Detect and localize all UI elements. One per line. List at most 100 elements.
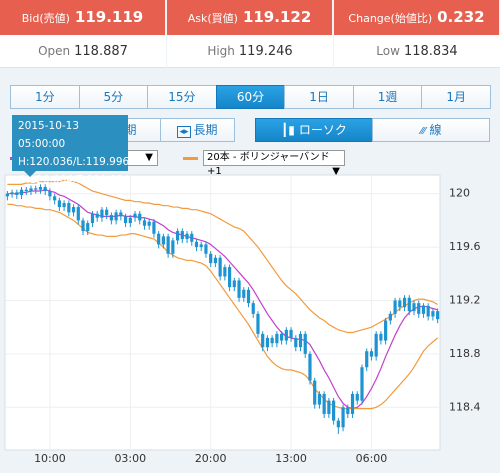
candle-body bbox=[365, 351, 369, 368]
candle-body bbox=[29, 188, 33, 192]
icon: ⁄⁄⁄ bbox=[420, 126, 426, 137]
candle-body bbox=[34, 188, 38, 190]
candle-body bbox=[317, 393, 322, 405]
candle-body bbox=[275, 333, 279, 344]
candle-body bbox=[412, 303, 416, 312]
stat-cell: High 119.246 bbox=[167, 35, 333, 68]
select-text: 20本 - ボリンジャーバンド+1 bbox=[207, 152, 330, 177]
timeframe-label: 5分 bbox=[103, 90, 124, 104]
stat-cell: Open 118.887 bbox=[0, 35, 166, 68]
candle-body bbox=[294, 337, 298, 348]
stat-label: High bbox=[207, 44, 235, 58]
timeframe-button[interactable]: 1日 bbox=[284, 85, 354, 109]
style-label: ローソク bbox=[298, 123, 347, 137]
candle-body bbox=[53, 196, 57, 201]
candle-body bbox=[161, 236, 165, 245]
candle-body bbox=[199, 244, 203, 248]
timeframe-button[interactable]: 1分 bbox=[10, 85, 80, 109]
candle-body bbox=[138, 213, 142, 221]
candle-body bbox=[175, 231, 180, 241]
style-button[interactable]: ⁄⁄⁄ 線 bbox=[372, 118, 490, 142]
quote-label: Ask(買値) bbox=[187, 12, 238, 25]
candle-body bbox=[24, 189, 28, 192]
candle-body bbox=[213, 257, 218, 264]
candle-body bbox=[218, 257, 222, 277]
candle-body bbox=[81, 220, 85, 232]
timeframe-button[interactable]: 1月 bbox=[421, 85, 491, 109]
indicator-select[interactable]: 20本 - ボリンジャーバンド+1 ▼ bbox=[203, 150, 345, 177]
candle-body bbox=[95, 213, 99, 218]
y-tick-label: 119.6 bbox=[449, 240, 481, 253]
candle-body bbox=[388, 313, 392, 321]
candle-body bbox=[246, 289, 251, 304]
candle-body bbox=[369, 351, 374, 357]
term-button[interactable]: ◂▸ 長期 bbox=[160, 118, 235, 142]
quote-value: 119.122 bbox=[242, 8, 312, 26]
candle-body bbox=[185, 233, 189, 240]
candle-body bbox=[327, 400, 331, 414]
candle-body bbox=[147, 221, 151, 226]
candle-body bbox=[227, 267, 232, 288]
candle-body bbox=[336, 420, 340, 428]
candle-body bbox=[71, 207, 76, 213]
candle-body bbox=[100, 209, 104, 218]
timeframe-label: 1分 bbox=[34, 90, 55, 104]
style-button[interactable]: ┃▮ ローソク bbox=[255, 118, 373, 142]
candle-body bbox=[355, 393, 359, 401]
candle-body bbox=[109, 215, 113, 221]
candle-body bbox=[256, 313, 260, 334]
candle-body bbox=[67, 203, 71, 213]
candle-body bbox=[426, 305, 430, 317]
candle-body bbox=[62, 203, 66, 208]
plot-area bbox=[4, 174, 441, 451]
y-tick-label: 118.8 bbox=[449, 347, 481, 360]
candle-body bbox=[5, 193, 9, 197]
candle-body bbox=[133, 213, 137, 218]
quote-tile: Bid(売値) 119.119 bbox=[0, 0, 165, 35]
quote-tile: Ask(買値) 119.122 bbox=[167, 0, 332, 35]
stat-label: Open bbox=[38, 44, 71, 58]
candle-body bbox=[57, 200, 61, 208]
icon: ┃▮ bbox=[281, 123, 295, 137]
stat-value: 118.887 bbox=[74, 44, 128, 59]
candle-body bbox=[303, 333, 307, 354]
candle-body bbox=[76, 207, 80, 221]
y-tick-label: 120 bbox=[449, 187, 470, 200]
candle-body bbox=[166, 236, 170, 254]
candle-body bbox=[223, 267, 227, 277]
candle-body bbox=[384, 320, 388, 341]
candle-body bbox=[114, 212, 118, 221]
overlay-line bbox=[7, 179, 438, 334]
candle-body bbox=[48, 191, 52, 197]
overlay-line bbox=[7, 189, 438, 410]
candle-body bbox=[407, 297, 411, 312]
candle-body bbox=[280, 333, 284, 341]
quote-value: 0.232 bbox=[437, 8, 485, 26]
term-label: 長期 bbox=[193, 123, 218, 137]
quote-value: 119.119 bbox=[74, 8, 144, 26]
candle-body bbox=[308, 353, 312, 381]
tooltip-line: O:120.004/E:120.034 bbox=[18, 174, 131, 186]
candle-body bbox=[350, 393, 355, 414]
candle-body bbox=[128, 217, 132, 224]
quote-tile: Change(始値比) 0.232 bbox=[334, 0, 499, 35]
timeframe-label: 1日 bbox=[309, 90, 329, 104]
candle-body bbox=[171, 240, 175, 254]
candle-body bbox=[232, 280, 236, 288]
x-tick-label: 13:00 bbox=[275, 452, 307, 465]
stat-cell: Low 118.834 bbox=[334, 35, 500, 68]
overlay-line bbox=[7, 203, 439, 410]
candle-body bbox=[421, 305, 426, 314]
legend-swatch bbox=[183, 157, 198, 160]
candle-body bbox=[38, 187, 43, 190]
timeframe-button[interactable]: 60分 bbox=[215, 85, 286, 109]
candle-body bbox=[379, 333, 383, 341]
timeframe-button[interactable]: 5分 bbox=[78, 85, 149, 109]
candle-body bbox=[284, 329, 288, 341]
timeframe-button[interactable]: 15分 bbox=[147, 85, 217, 109]
timeframe-label: 1月 bbox=[446, 90, 467, 104]
candle-body bbox=[242, 289, 246, 298]
style-label: 線 bbox=[429, 123, 442, 137]
tooltip-line: H:120.036/L:119.996 bbox=[18, 156, 130, 168]
icon: ◂▸ bbox=[177, 126, 191, 138]
